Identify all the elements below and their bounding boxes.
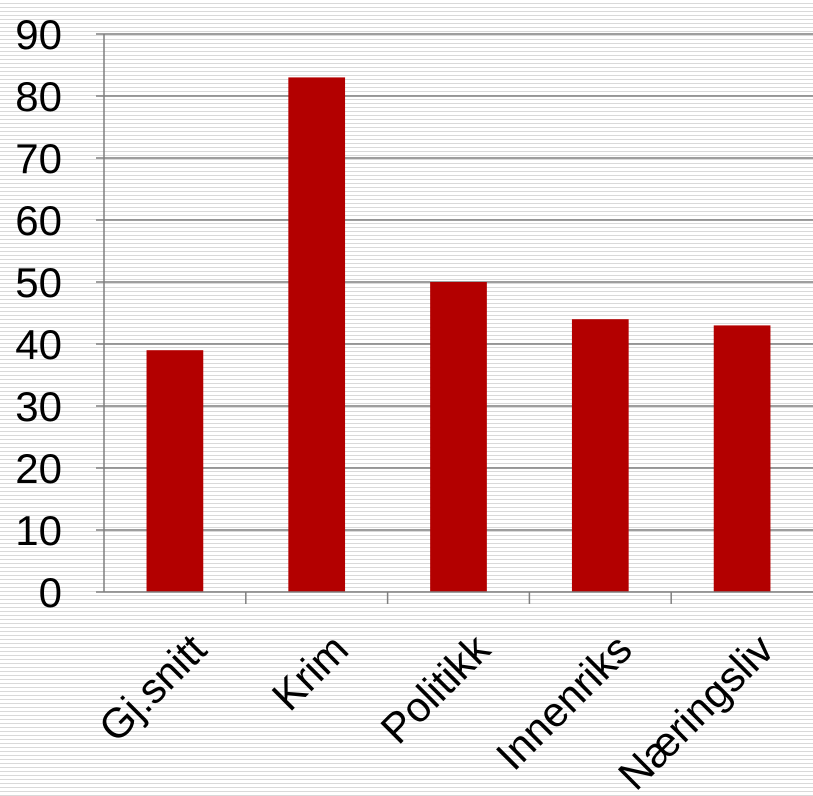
bar-næringsliv — [713, 325, 771, 592]
x-category-label: Politikk — [372, 624, 500, 752]
bar-gj-snitt — [146, 350, 204, 592]
axes — [96, 33, 813, 604]
y-tick-label: 50 — [15, 259, 62, 306]
bar-politikk — [430, 282, 487, 592]
bar-krim — [288, 77, 346, 592]
y-tick-label: 40 — [15, 321, 62, 368]
y-tick-label: 60 — [15, 197, 62, 244]
y-tick-label: 0 — [39, 569, 62, 616]
x-category-label: Gj.snitt — [90, 625, 216, 751]
y-tick-label: 70 — [15, 135, 62, 182]
x-category-label: Krim — [263, 625, 357, 719]
y-tick-label: 80 — [15, 73, 62, 120]
bars — [146, 77, 771, 592]
y-tick-label: 90 — [15, 11, 62, 58]
y-tick-labels: 0 10 20 30 40 50 60 70 80 90 — [15, 11, 62, 616]
bar-innenriks — [571, 319, 629, 592]
x-category-label: Næringsliv — [609, 625, 783, 796]
y-tick-label: 10 — [15, 507, 62, 554]
y-tick-label: 20 — [15, 445, 62, 492]
y-tick-label: 30 — [15, 383, 62, 430]
